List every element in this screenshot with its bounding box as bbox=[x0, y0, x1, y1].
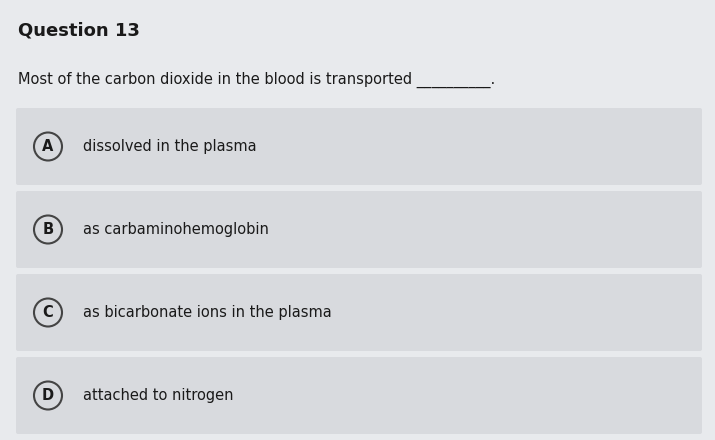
Text: Question 13: Question 13 bbox=[18, 22, 140, 40]
FancyBboxPatch shape bbox=[16, 108, 702, 185]
Circle shape bbox=[34, 132, 62, 161]
Text: attached to nitrogen: attached to nitrogen bbox=[83, 388, 234, 403]
Circle shape bbox=[34, 381, 62, 410]
FancyBboxPatch shape bbox=[16, 357, 702, 434]
Text: Most of the carbon dioxide in the blood is transported __________.: Most of the carbon dioxide in the blood … bbox=[18, 72, 495, 88]
Circle shape bbox=[34, 298, 62, 326]
Text: as bicarbonate ions in the plasma: as bicarbonate ions in the plasma bbox=[83, 305, 332, 320]
Text: A: A bbox=[42, 139, 54, 154]
Circle shape bbox=[34, 216, 62, 243]
FancyBboxPatch shape bbox=[16, 274, 702, 351]
Text: D: D bbox=[42, 388, 54, 403]
Text: B: B bbox=[42, 222, 54, 237]
FancyBboxPatch shape bbox=[16, 191, 702, 268]
Text: C: C bbox=[43, 305, 54, 320]
Text: as carbaminohemoglobin: as carbaminohemoglobin bbox=[83, 222, 269, 237]
Text: dissolved in the plasma: dissolved in the plasma bbox=[83, 139, 257, 154]
